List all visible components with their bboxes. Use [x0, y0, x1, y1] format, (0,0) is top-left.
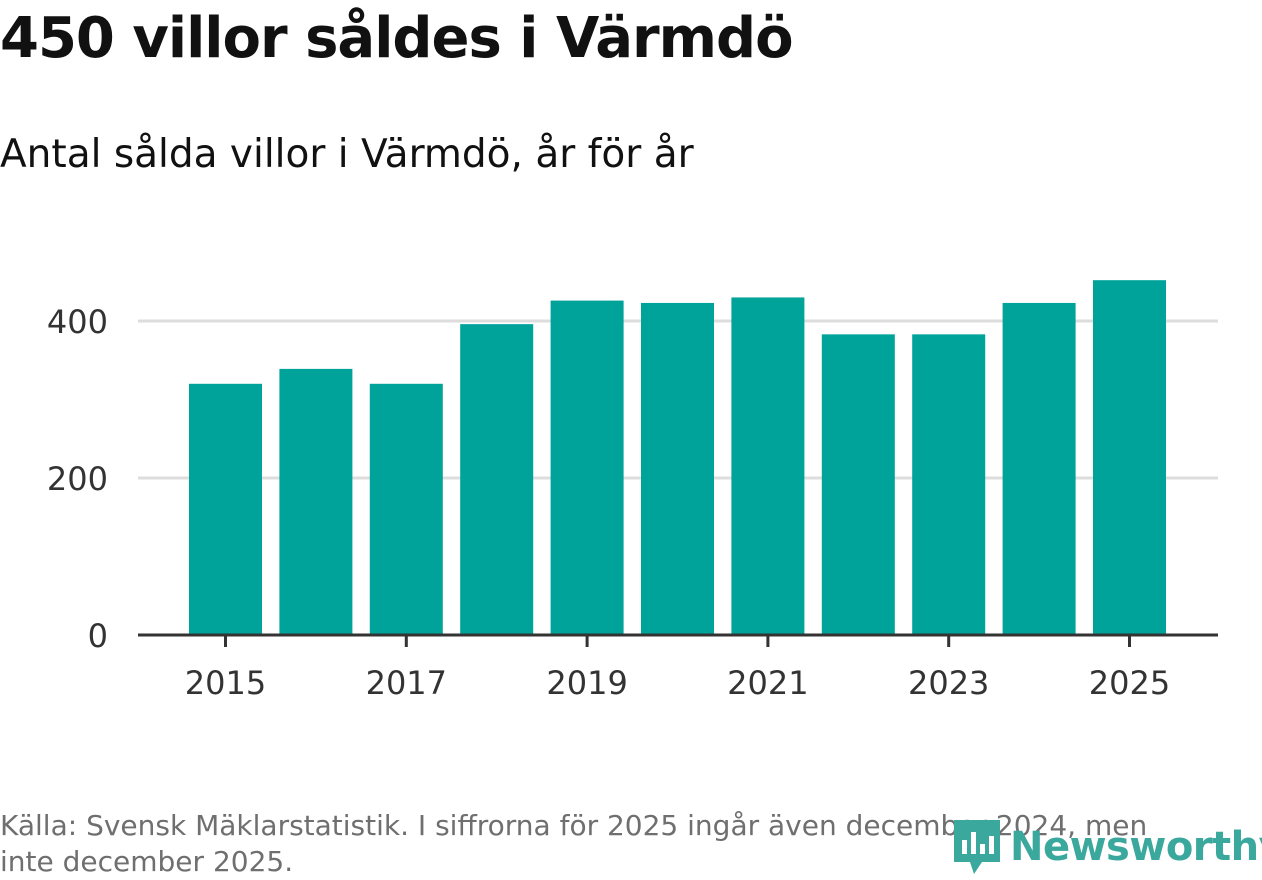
bar-2023 — [912, 334, 986, 635]
x-axis-labels: 2015 2017 2019 2021 2023 2025 — [185, 664, 1170, 702]
x-tick-label: 2021 — [727, 664, 808, 702]
bar-2024 — [1002, 302, 1076, 635]
y-tick-label: 200 — [47, 460, 108, 498]
bar-2015 — [189, 383, 262, 635]
chart-subtitle: Antal sålda villor i Värmdö, år för år — [0, 132, 694, 177]
chart-title: 450 villor såldes i Värmdö — [0, 6, 794, 71]
bar-2016 — [279, 368, 353, 635]
bar-2025 — [1093, 280, 1166, 635]
bar-2020 — [641, 302, 714, 635]
x-tick-label: 2015 — [185, 664, 266, 702]
x-tick-label: 2019 — [546, 664, 627, 702]
y-tick-label: 0 — [88, 617, 108, 655]
x-axis — [138, 633, 1218, 647]
bar-2021 — [731, 297, 805, 635]
bar-2019 — [550, 300, 624, 635]
bar-2018 — [460, 324, 534, 635]
y-axis-labels: 0 200 400 — [47, 303, 108, 655]
bar-2017 — [369, 383, 443, 635]
newsworthy-logo: Newsworthy — [952, 818, 1262, 876]
x-tick-label: 2025 — [1089, 664, 1170, 702]
x-tick-label: 2017 — [366, 664, 447, 702]
bar-series — [189, 280, 1166, 635]
y-tick-label: 400 — [47, 303, 108, 341]
newsworthy-logo-icon — [954, 820, 1000, 874]
bar-2022 — [821, 334, 895, 635]
newsworthy-logo-text: Newsworthy — [1010, 824, 1262, 870]
x-tick-label: 2023 — [908, 664, 989, 702]
